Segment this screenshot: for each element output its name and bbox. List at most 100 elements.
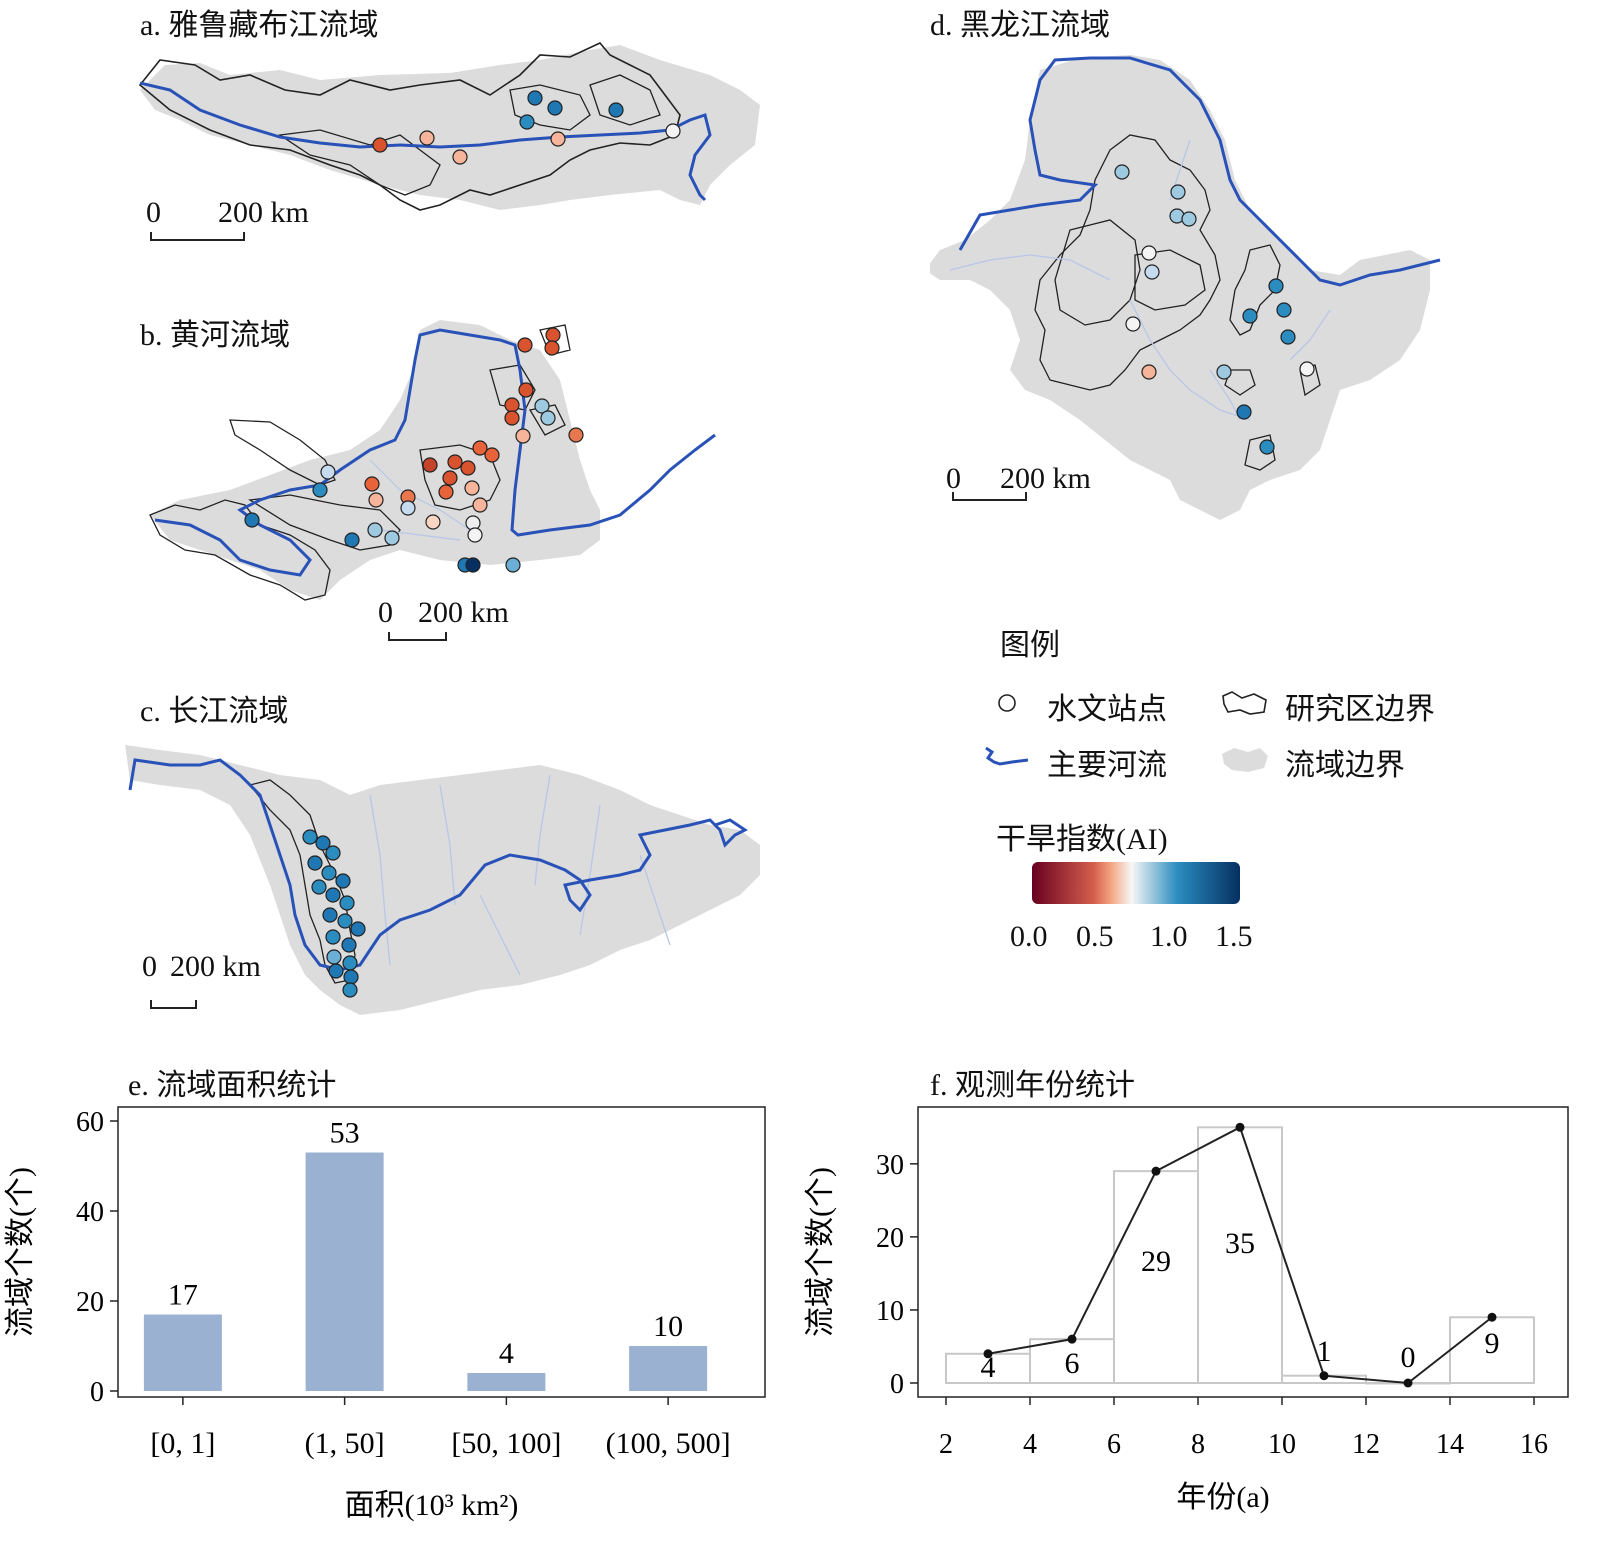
station [504, 410, 520, 426]
ai-tick: 0.5 [1076, 920, 1114, 953]
station [540, 410, 556, 426]
bar-value-label: 17 [168, 1279, 198, 1312]
station [419, 130, 435, 146]
station [311, 879, 327, 895]
station [367, 522, 383, 538]
station [244, 512, 260, 528]
station [447, 454, 463, 470]
data-point [1319, 1371, 1329, 1381]
station [544, 340, 560, 356]
bar-value-label: 9 [1485, 1327, 1500, 1360]
station [364, 476, 380, 492]
station [515, 428, 531, 444]
y-tick-label: 30 [876, 1150, 904, 1181]
station [1144, 264, 1160, 280]
bar-value-label: 53 [330, 1117, 360, 1150]
station [438, 484, 454, 500]
station [505, 557, 521, 573]
station [335, 873, 351, 889]
station [425, 514, 441, 530]
data-point [983, 1349, 993, 1359]
x-axis-label: 面积(10³ km²) [345, 1489, 519, 1522]
data-point [1067, 1334, 1077, 1344]
station [472, 497, 488, 513]
station [343, 969, 359, 985]
y-tick-label: 10 [876, 1296, 904, 1327]
y-tick-label: 60 [76, 1107, 104, 1138]
ai-tick: 1.0 [1150, 920, 1188, 953]
panel-c-title: c. 长江流域 [140, 695, 289, 728]
river-legend-icon [985, 746, 1029, 766]
station [325, 929, 341, 945]
bar-value-label: 6 [1065, 1347, 1080, 1380]
plot-frame [117, 1106, 766, 1398]
station [400, 500, 416, 516]
panel-a-title: a. 雅鲁藏布江流域 [140, 9, 379, 42]
scale-bar-c [150, 1000, 197, 1009]
scale-bar-b [388, 632, 447, 641]
bar-value-label: 4 [981, 1351, 996, 1384]
basin-boundary [930, 55, 1430, 520]
legend-main-river-label: 主要河流 [1047, 749, 1167, 782]
data-point [1403, 1378, 1413, 1388]
y-axis-label: 流域个数(个) [804, 1167, 837, 1337]
station [315, 835, 331, 851]
bar-value-label: 1 [1317, 1335, 1332, 1368]
station [465, 557, 481, 573]
plot-frame [917, 1106, 1569, 1398]
station [1280, 329, 1296, 345]
legend-basin-boundary-label: 流域边界 [1285, 749, 1405, 782]
station [547, 100, 563, 116]
ai-colorbar [1032, 862, 1240, 904]
station [342, 982, 358, 998]
station [467, 527, 483, 543]
study-boundary [1034, 134, 1221, 391]
station [519, 114, 535, 130]
station [368, 492, 384, 508]
station [464, 480, 480, 496]
station [322, 907, 338, 923]
ai-tick: 0.0 [1010, 920, 1048, 953]
x-tick-label: [50, 100] [451, 1427, 561, 1460]
study-boundary [138, 42, 681, 211]
station [1141, 245, 1157, 261]
station [504, 397, 520, 413]
legend-station-label: 水文站点 [1047, 693, 1167, 726]
scale-bar-a [150, 232, 245, 241]
station [302, 829, 318, 845]
station [568, 427, 584, 443]
data-point [1151, 1166, 1161, 1176]
bar-value-label: 4 [499, 1337, 514, 1370]
ai-tick-labels: 0.0 0.5 1.0 1.5 [1010, 920, 1270, 956]
station [339, 895, 355, 911]
y-axis-label: 流域个数(个) [4, 1167, 37, 1337]
bar [305, 1152, 384, 1391]
ai-tick: 1.5 [1215, 920, 1253, 953]
scale-zero-d: 0 [946, 462, 961, 495]
station [1216, 364, 1232, 380]
legend-title: 图例 [1000, 629, 1060, 662]
panel-d-title: d. 黑龙江流域 [930, 9, 1110, 42]
basin-boundary [140, 45, 760, 210]
x-tick-label: 8 [1191, 1429, 1205, 1460]
station [326, 949, 342, 965]
x-tick-label: (100, 500] [606, 1427, 731, 1460]
data-point [1235, 1122, 1245, 1132]
station [342, 955, 358, 971]
map-d [930, 55, 1441, 520]
ai-legend-title: 干旱指数(AI) [996, 823, 1168, 856]
bar [143, 1314, 222, 1391]
station [472, 440, 488, 456]
station [1299, 361, 1315, 377]
station [1242, 308, 1258, 324]
main-river [139, 81, 712, 202]
y-tick-label: 20 [876, 1223, 904, 1254]
y-tick-label: 40 [76, 1197, 104, 1228]
x-tick-label: 16 [1520, 1429, 1548, 1460]
x-tick-label: 6 [1107, 1429, 1121, 1460]
scale-label-d: 200 km [1000, 462, 1091, 495]
station [344, 532, 360, 548]
station [1236, 404, 1252, 420]
bar [467, 1373, 546, 1391]
